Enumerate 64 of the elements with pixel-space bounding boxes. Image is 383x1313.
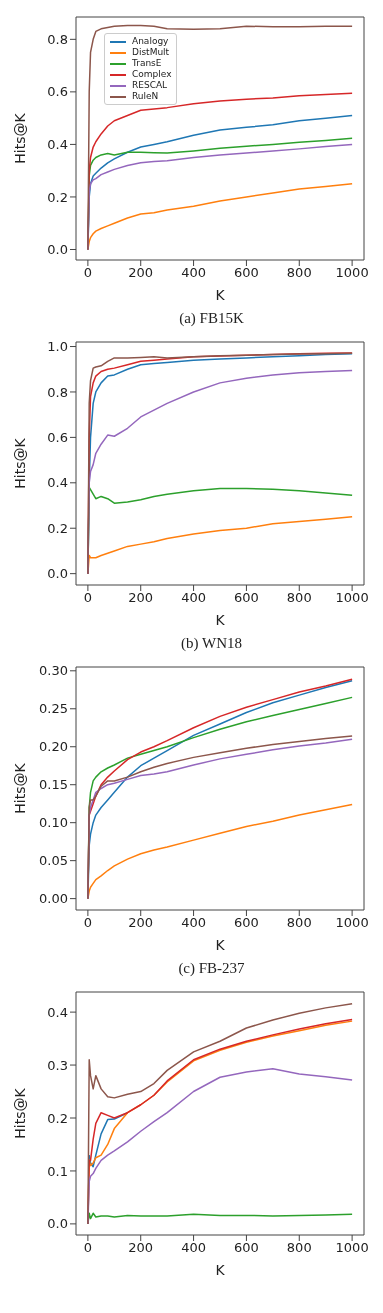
y-tick-label: 0.00	[39, 891, 68, 907]
y-tick-label: 0.2	[47, 189, 68, 205]
legend-label: TransE	[132, 58, 162, 69]
x-tick-label: 400	[181, 590, 206, 606]
x-tick-label: 0	[83, 265, 93, 281]
x-tick-label: 800	[286, 915, 312, 931]
x-tick-label: 400	[181, 1240, 206, 1256]
y-tick-label: 0.8	[47, 384, 68, 400]
x-tick-label: 1000	[335, 265, 369, 281]
y-axis-title: Hits@K	[11, 1087, 28, 1139]
y-tick-label: 0.4	[47, 1004, 68, 1020]
y-tick-label: 0.4	[47, 475, 68, 491]
text: (c) FB-237	[177, 960, 246, 977]
x-tick-label: 400	[181, 265, 206, 281]
x-tick-label: 600	[234, 590, 259, 606]
x-tick-label: 400	[181, 915, 206, 931]
legend-label: Complex	[132, 69, 172, 80]
y-tick-label: 0.1	[47, 1163, 68, 1179]
x-tick-label: 600	[234, 1240, 259, 1256]
x-tick-label: 600	[234, 265, 259, 281]
x-tick-label: 200	[128, 590, 154, 606]
y-tick-label: 0.6	[47, 430, 68, 445]
x-tick-label: 1000	[335, 1240, 369, 1256]
y-tick-label: 0.0	[47, 1216, 68, 1232]
x-tick-label: 800	[286, 265, 312, 281]
x-tick-label: 200	[128, 915, 154, 931]
x-axis-title: K	[215, 937, 226, 953]
y-tick-label: 0.4	[47, 137, 68, 153]
x-tick-label: 600	[234, 915, 259, 931]
y-tick-label: 0.2	[47, 520, 68, 536]
x-tick-label: 800	[286, 590, 312, 606]
x-tick-label: 1000	[335, 590, 369, 606]
x-axis-title: K	[215, 287, 226, 303]
y-tick-label: 0.3	[47, 1057, 68, 1073]
text: (b) WN18	[180, 635, 243, 652]
y-axis-title: Hits@K	[11, 112, 28, 164]
y-tick-label: 0.0	[47, 566, 68, 582]
y-tick-label: 0.8	[47, 31, 68, 47]
x-tick-label: 0	[83, 915, 93, 931]
x-tick-label: 200	[128, 265, 154, 281]
legend-label: RESCAL	[132, 80, 168, 91]
y-tick-label: 1.0	[47, 339, 68, 355]
y-tick-label: 0.15	[39, 777, 68, 793]
y-axis-title: Hits@K	[11, 762, 28, 814]
legend-label: RuleN	[132, 91, 159, 102]
x-tick-label: 1000	[335, 915, 369, 931]
y-tick-label: 0.2	[47, 1110, 68, 1126]
x-tick-label: 0	[83, 590, 93, 606]
legend-label: Analogy	[132, 36, 169, 47]
y-tick-label: 0.10	[39, 815, 68, 831]
y-axis-title: Hits@K	[11, 437, 28, 489]
x-tick-label: 800	[286, 1240, 312, 1256]
x-axis-title: K	[215, 612, 226, 628]
y-tick-label: 0.0	[47, 242, 68, 258]
x-axis-title: K	[215, 1262, 226, 1278]
x-tick-label: 200	[128, 1240, 154, 1256]
y-tick-label: 0.30	[39, 663, 68, 679]
legend-label: DistMult	[132, 47, 170, 58]
text: (a) FB15K	[178, 310, 245, 327]
y-tick-label: 0.25	[39, 701, 68, 717]
y-tick-label: 0.05	[39, 853, 68, 869]
y-tick-label: 0.6	[47, 84, 68, 100]
y-tick-label: 0.20	[39, 739, 68, 755]
x-tick-label: 0	[83, 1240, 93, 1256]
